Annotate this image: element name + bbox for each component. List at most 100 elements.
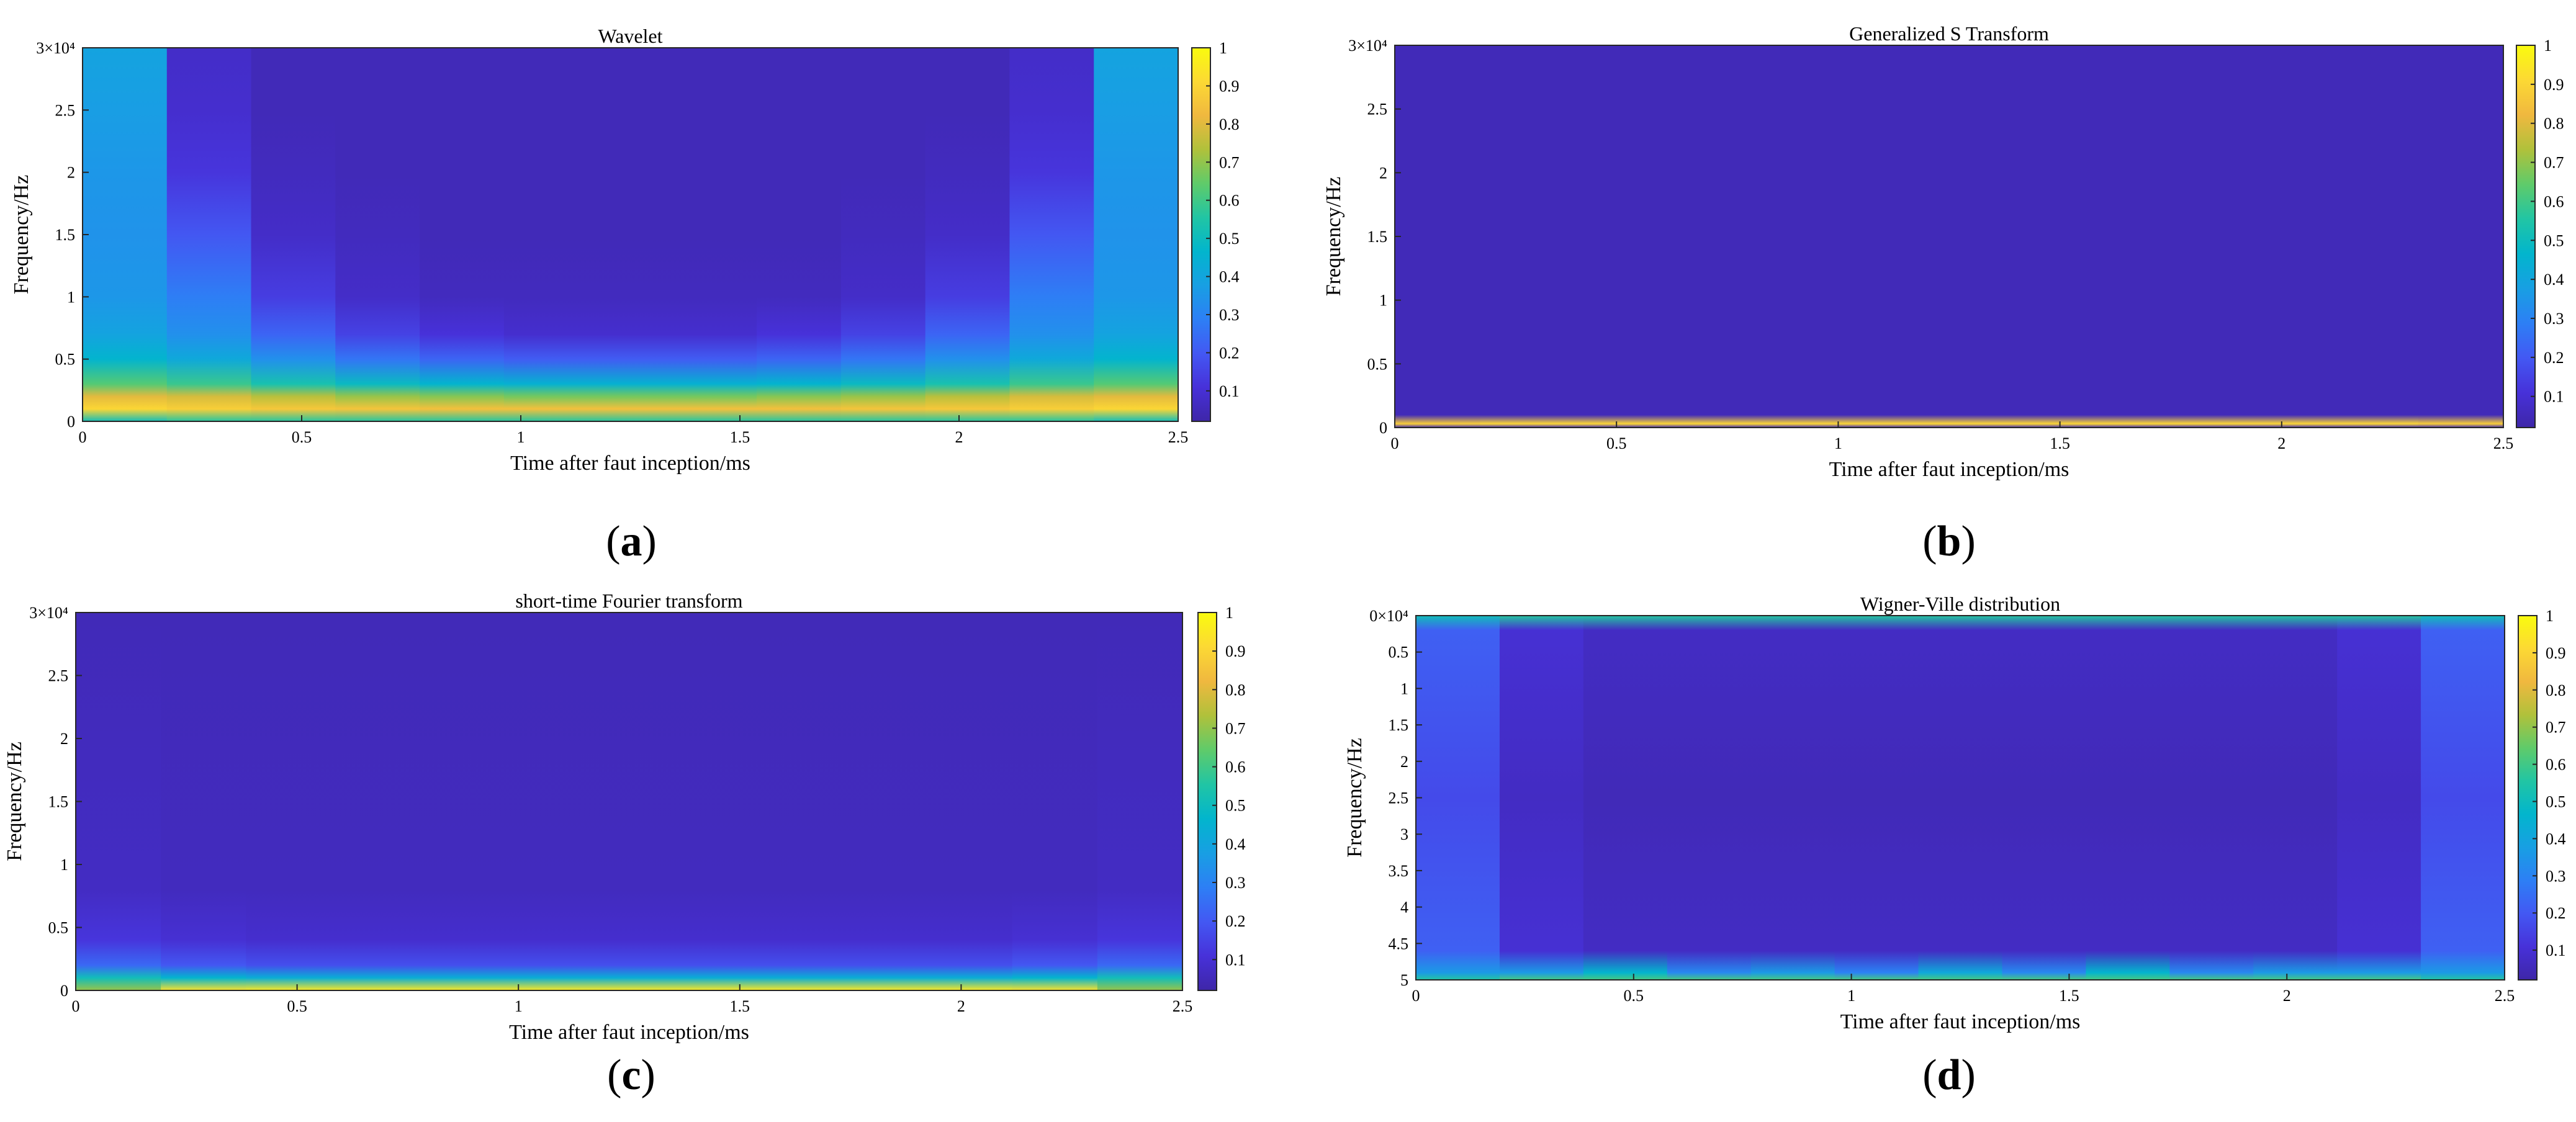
heatmap-column <box>2247 45 2334 428</box>
colorbar-tick-label: 0.3 <box>2544 310 2564 328</box>
x-tick-label: 1.5 <box>730 428 750 446</box>
heatmap-column <box>588 48 673 421</box>
heatmap-column <box>1918 616 2003 980</box>
colorbar-tick-label: 1 <box>2544 37 2552 55</box>
colorbar-tick-label: 0.3 <box>2546 867 2566 885</box>
colorbar-tick-label: 0.5 <box>2544 231 2564 249</box>
colorbar-gradient <box>1191 47 1211 422</box>
x-tick-label: 1 <box>1834 434 1842 452</box>
chart-title: short-time Fourier transform <box>515 590 742 612</box>
y-tick-label: 3 <box>1400 825 1408 843</box>
colorbar-tick-label: 1 <box>2546 607 2554 625</box>
colorbar-tick-label: 0.6 <box>2544 192 2564 210</box>
y-tick-label: 3×10⁴ <box>1348 37 1387 55</box>
heatmap-column <box>1094 48 1179 421</box>
colorbar-gradient <box>2516 45 2536 428</box>
heatmap-column <box>1991 45 2078 428</box>
chart-panel-4: 0 0.5 1 1.5 2 2.5 0×10⁴ 0.5 1 1.5 2 2.5 3 3.5 4 4.5 5 Wig… <box>1343 593 2566 1099</box>
colorbar-tick-label: 0.8 <box>2546 681 2566 699</box>
colorbar-tick-label: 0.3 <box>1225 874 1246 892</box>
x-tick-label: 2 <box>2283 987 2291 1005</box>
y-tick-label: 1.5 <box>1389 716 1409 734</box>
x-tick-label: 0.5 <box>287 997 307 1015</box>
panel-caption: (c) <box>607 1051 655 1099</box>
heatmap-column <box>672 48 758 421</box>
y-tick-label: 1.5 <box>55 226 76 244</box>
y-tick-label: 2.5 <box>55 101 76 119</box>
y-tick-label: 2.5 <box>48 667 69 685</box>
x-tick-label: 1.5 <box>2050 434 2070 452</box>
heatmap-column <box>2333 45 2419 428</box>
chart-title: Wavelet <box>598 25 662 47</box>
heatmap-column <box>1736 45 1822 428</box>
x-tick-label: 2 <box>957 997 965 1015</box>
x-tick-label: 2.5 <box>1168 428 1189 446</box>
x-tick-label: 2.5 <box>1173 997 1193 1015</box>
heatmap-column <box>1009 48 1095 421</box>
heatmap-column <box>1097 613 1183 990</box>
colorbar-tick-label: 0.9 <box>2544 76 2564 94</box>
heatmap-column <box>1583 616 1668 980</box>
heatmap-column <box>840 48 926 421</box>
y-tick-label: 0.5 <box>48 919 69 937</box>
heatmap-column <box>2253 616 2338 980</box>
chart-panel-3: 0 0.5 1 1.5 2 2.5 0 0.5 1 1.5 2 2.5 3×10⁴ short-time … <box>3 590 1246 1099</box>
y-tick-label: 1.5 <box>1367 228 1388 246</box>
heatmap-column <box>331 613 417 990</box>
y-axis-label: Frequency/Hz <box>1343 738 1366 858</box>
colorbar-tick-label: 0.1 <box>1225 951 1246 969</box>
heatmap-column <box>1834 616 1919 980</box>
y-tick-label: 4.5 <box>1389 935 1409 953</box>
heatmap-column <box>842 613 928 990</box>
heatmap-column <box>1667 616 1752 980</box>
x-tick-label: 1.5 <box>730 997 750 1015</box>
y-tick-label: 2 <box>60 730 68 748</box>
heatmap-column <box>1416 616 1500 980</box>
colorbar-tick-label: 0.5 <box>1225 797 1246 815</box>
x-tick-label: 1 <box>515 997 523 1015</box>
colorbar-tick-label: 0.2 <box>2544 349 2564 367</box>
heatmap-column <box>246 613 332 990</box>
heatmap-column <box>1480 45 1566 428</box>
y-axis-label: Frequency/Hz <box>1322 177 1345 297</box>
colorbar-gradient <box>1197 612 1217 991</box>
heatmap-column <box>2421 616 2505 980</box>
heatmap-column <box>1499 616 1584 980</box>
colorbar-tick-label: 1 <box>1225 604 1233 622</box>
x-tick-label: 0 <box>1412 987 1420 1005</box>
heatmap-column <box>501 613 587 990</box>
y-tick-label: 4 <box>1400 899 1408 917</box>
x-axis-label: Time after faut inception/ms <box>1840 1010 2081 1033</box>
colorbar-tick-label: 0.4 <box>2544 271 2564 289</box>
x-tick-label: 2.5 <box>2495 987 2515 1005</box>
y-tick-label: 2.5 <box>1367 101 1388 119</box>
y-tick-label: 1 <box>1400 680 1408 698</box>
x-tick-label: 0 <box>72 997 80 1015</box>
heatmap-column <box>416 613 502 990</box>
heatmap-column <box>83 48 168 421</box>
chart-panel-2: 0 0.5 1 1.5 2 2.5 0 0.5 1 1.5 2 2.5 3×10⁴ Generalized… <box>1322 22 2564 565</box>
heatmap-column <box>757 48 842 421</box>
heatmap-column <box>2086 616 2171 980</box>
y-tick-label: 3.5 <box>1389 862 1409 880</box>
colorbar-tick-label: 0.6 <box>1219 192 1240 210</box>
y-axis-label: Frequency/Hz <box>10 175 33 295</box>
colorbar: 0.1 0.2 0.3 0.4 0.5 0.6 0.7 0.8 0.9 1 <box>1191 39 1240 422</box>
y-tick-label: 2 <box>67 164 75 182</box>
heatmap-column <box>161 613 247 990</box>
colorbar-tick-label: 0.9 <box>2546 644 2566 662</box>
heatmap-column <box>1821 45 1907 428</box>
heatmap-column <box>1651 45 1737 428</box>
colorbar-tick-label: 0.4 <box>1225 835 1246 853</box>
colorbar-tick-label: 0.4 <box>2546 830 2566 848</box>
heatmap-column <box>1012 613 1098 990</box>
colorbar: 0.1 0.2 0.3 0.4 0.5 0.6 0.7 0.8 0.9 1 <box>2518 607 2566 981</box>
y-tick-label: 3×10⁴ <box>36 39 75 57</box>
heatmap-column <box>335 48 421 421</box>
colorbar-tick-label: 0.2 <box>1225 912 1246 930</box>
y-axis-label: Frequency/Hz <box>3 742 26 861</box>
colorbar-tick-label: 0.9 <box>1225 642 1246 660</box>
colorbar: 0.1 0.2 0.3 0.4 0.5 0.6 0.7 0.8 0.9 1 <box>2516 37 2564 428</box>
heatmap-column <box>76 613 162 990</box>
